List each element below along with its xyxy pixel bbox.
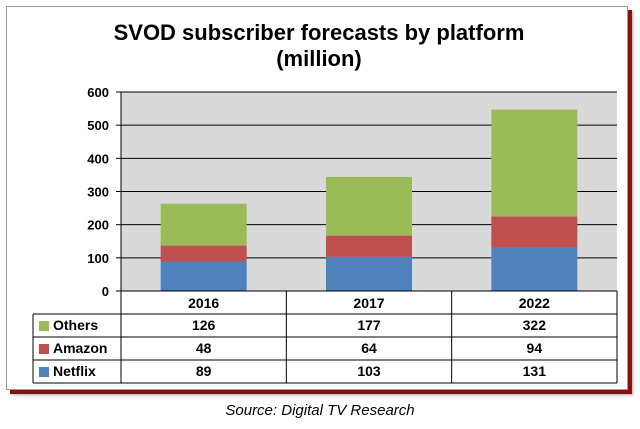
chart-frame: SVOD subscriber forecasts by platform (m…: [6, 6, 628, 390]
data-table: 2016 2017 2022 Others 126 177 322 Amazon 48 64 94 N…: [32, 290, 618, 384]
x-tick-label-2016: 2016: [188, 295, 219, 311]
bar-others-2017: [326, 176, 412, 236]
legend-key-others: [39, 321, 49, 331]
y-tick-label-100: 100: [87, 251, 109, 266]
data-label-amazon-2022: 94: [527, 340, 543, 356]
bar-netflix-2017: [326, 256, 412, 291]
data-label-netflix-2017: 103: [357, 363, 381, 379]
data-label-amazon-2016: 48: [196, 340, 212, 356]
chart-title-line-2: (million): [276, 46, 362, 71]
legend-key-amazon: [39, 344, 49, 354]
data-label-netflix-2022: 131: [523, 363, 547, 379]
plot-area: 0 100 200 300 400 500 600: [87, 85, 617, 299]
legend-label-others: Others: [53, 317, 98, 333]
legend-label-netflix: Netflix: [53, 363, 96, 379]
y-tick-label-200: 200: [87, 218, 109, 233]
y-tick-label-600: 600: [87, 85, 109, 100]
y-tick-label-0: 0: [102, 284, 109, 299]
data-label-others-2017: 177: [357, 317, 381, 333]
y-tick-label-500: 500: [87, 118, 109, 133]
data-label-netflix-2016: 89: [196, 363, 212, 379]
bar-netflix-2022: [491, 247, 578, 291]
bar-amazon-2017: [326, 235, 412, 257]
data-label-others-2016: 126: [192, 317, 216, 333]
data-label-others-2022: 322: [523, 317, 547, 333]
data-label-amazon-2017: 64: [361, 340, 377, 356]
legend-key-netflix: [39, 367, 49, 377]
bar-amazon-2016: [160, 245, 247, 262]
y-tick-label-400: 400: [87, 151, 109, 166]
bar-others-2022: [491, 109, 578, 217]
chart-title-line-1: SVOD subscriber forecasts by platform: [114, 20, 525, 45]
x-tick-label-2022: 2022: [519, 295, 550, 311]
bar-netflix-2016: [160, 261, 247, 291]
y-tick-label-300: 300: [87, 185, 109, 200]
source-note: Source: Digital TV Research: [225, 402, 415, 419]
bar-others-2016: [160, 203, 247, 246]
chart-svg: SVOD subscriber forecasts by platform (m…: [32, 20, 618, 384]
bar-amazon-2022: [491, 216, 578, 248]
x-tick-label-2017: 2017: [353, 295, 384, 311]
legend-label-amazon: Amazon: [53, 340, 107, 356]
